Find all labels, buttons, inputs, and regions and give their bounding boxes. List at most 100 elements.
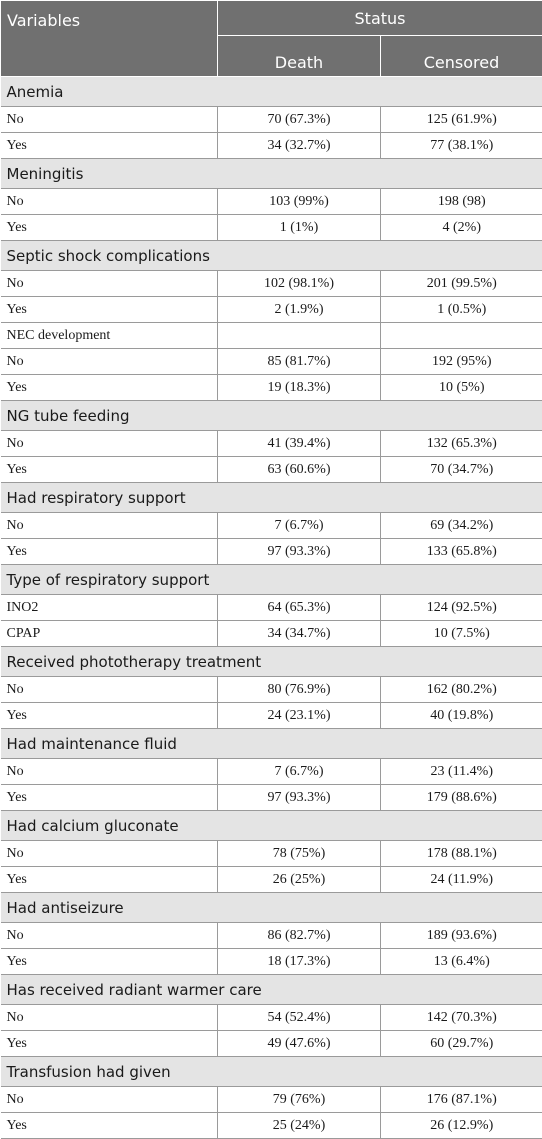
death-cell: 1 (1%) bbox=[218, 215, 381, 241]
death-cell: 54 (52.4%) bbox=[218, 1005, 381, 1031]
censored-cell: 125 (61.9%) bbox=[381, 107, 542, 133]
group-row: Received phototherapy treatment bbox=[1, 647, 542, 677]
censored-cell: 189 (93.6%) bbox=[381, 923, 542, 949]
censored-cell: 201 (99.5%) bbox=[381, 271, 542, 297]
death-cell: 86 (82.7%) bbox=[218, 923, 381, 949]
group-row: Has received radiant warmer care bbox=[1, 975, 542, 1005]
group-label: Had antiseizure bbox=[1, 893, 542, 923]
censored-cell: 162 (80.2%) bbox=[381, 677, 542, 703]
death-cell: 97 (93.3%) bbox=[218, 539, 381, 565]
death-cell: 64 (65.3%) bbox=[218, 595, 381, 621]
censored-cell: 142 (70.3%) bbox=[381, 1005, 542, 1031]
group-row: Had respiratory support bbox=[1, 483, 542, 513]
row-label: Yes bbox=[1, 375, 218, 401]
group-row: NG tube feeding bbox=[1, 401, 542, 431]
censored-cell: 23 (11.4%) bbox=[381, 759, 542, 785]
death-cell: 78 (75%) bbox=[218, 841, 381, 867]
death-cell: 41 (39.4%) bbox=[218, 431, 381, 457]
death-cell: 79 (76%) bbox=[218, 1087, 381, 1113]
group-label: Anemia bbox=[1, 77, 542, 107]
censored-cell: 4 (2%) bbox=[381, 215, 542, 241]
censored-cell: 10 (5%) bbox=[381, 375, 542, 401]
censored-cell: 192 (95%) bbox=[381, 349, 542, 375]
censored-cell: 70 (34.7%) bbox=[381, 457, 542, 483]
death-cell: 7 (6.7%) bbox=[218, 513, 381, 539]
death-cell: 97 (93.3%) bbox=[218, 785, 381, 811]
censored-cell bbox=[381, 323, 542, 349]
death-cell: 49 (47.6%) bbox=[218, 1031, 381, 1057]
group-label: Type of respiratory support bbox=[1, 565, 542, 595]
row-label: No bbox=[1, 349, 218, 375]
status-header: Status bbox=[218, 1, 542, 36]
death-header: Death bbox=[218, 36, 381, 77]
death-cell bbox=[218, 323, 381, 349]
row-label: No bbox=[1, 841, 218, 867]
row-label: Yes bbox=[1, 1031, 218, 1057]
row-label: Yes bbox=[1, 703, 218, 729]
row-label: No bbox=[1, 189, 218, 215]
censored-cell: 77 (38.1%) bbox=[381, 133, 542, 159]
death-cell: 80 (76.9%) bbox=[218, 677, 381, 703]
row-label: Yes bbox=[1, 867, 218, 893]
censored-cell: 40 (19.8%) bbox=[381, 703, 542, 729]
group-row: Had maintenance fluid bbox=[1, 729, 542, 759]
table-header: Variables Status Death Censored bbox=[1, 1, 542, 77]
row-label: No bbox=[1, 431, 218, 457]
censored-cell: 198 (98) bbox=[381, 189, 542, 215]
group-label: Had calcium gluconate bbox=[1, 811, 542, 841]
group-label: Has received radiant warmer care bbox=[1, 975, 542, 1005]
death-cell: 103 (99%) bbox=[218, 189, 381, 215]
death-cell: 34 (34.7%) bbox=[218, 621, 381, 647]
table-row: NEC development bbox=[1, 323, 542, 349]
row-label: Yes bbox=[1, 457, 218, 483]
row-label: No bbox=[1, 1087, 218, 1113]
variables-header: Variables bbox=[1, 1, 218, 77]
group-label: Had maintenance fluid bbox=[1, 729, 542, 759]
row-label: Yes bbox=[1, 949, 218, 975]
row-label: Yes bbox=[1, 215, 218, 241]
death-cell: 102 (98.1%) bbox=[218, 271, 381, 297]
group-label: Received phototherapy treatment bbox=[1, 647, 542, 677]
group-label: NG tube feeding bbox=[1, 401, 542, 431]
group-row: Had antiseizure bbox=[1, 893, 542, 923]
group-label: Septic shock complications bbox=[1, 241, 542, 271]
censored-cell: 69 (34.2%) bbox=[381, 513, 542, 539]
group-row: Anemia bbox=[1, 77, 542, 107]
row-label: Yes bbox=[1, 133, 218, 159]
death-cell: 26 (25%) bbox=[218, 867, 381, 893]
death-cell: 85 (81.7%) bbox=[218, 349, 381, 375]
row-label: INO2 bbox=[1, 595, 218, 621]
death-cell: 24 (23.1%) bbox=[218, 703, 381, 729]
row-label: CPAP bbox=[1, 621, 218, 647]
censored-cell: 24 (11.9%) bbox=[381, 867, 542, 893]
row-label: NEC development bbox=[1, 323, 218, 349]
group-label: Transfusion had given bbox=[1, 1057, 542, 1087]
row-label: No bbox=[1, 759, 218, 785]
death-cell: 63 (60.6%) bbox=[218, 457, 381, 483]
censored-cell: 133 (65.8%) bbox=[381, 539, 542, 565]
censored-header: Censored bbox=[381, 36, 542, 77]
group-row: Had calcium gluconate bbox=[1, 811, 542, 841]
censored-cell: 176 (87.1%) bbox=[381, 1087, 542, 1113]
